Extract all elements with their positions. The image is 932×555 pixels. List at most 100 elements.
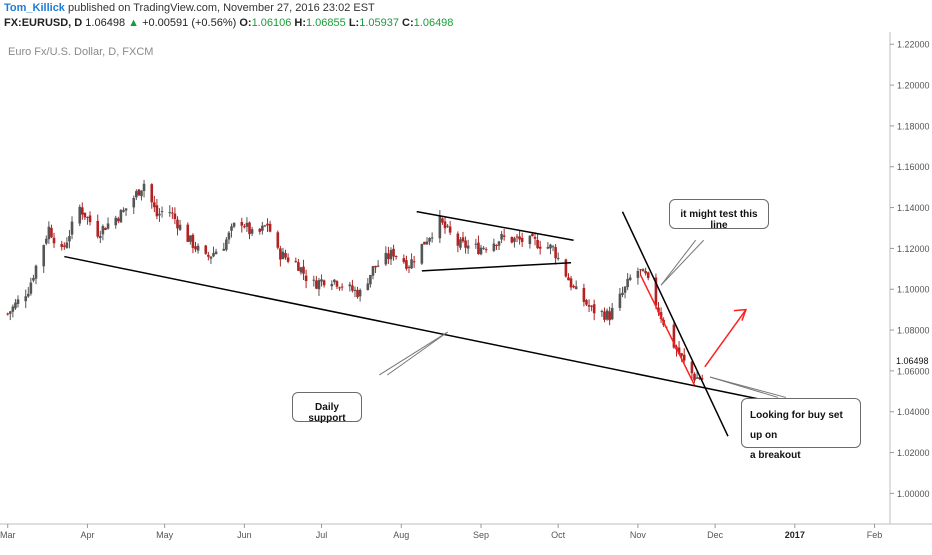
candle-body — [250, 229, 254, 234]
candle-body — [618, 293, 622, 308]
candle-body — [186, 224, 190, 242]
candle-body — [423, 241, 426, 245]
candle-body — [299, 267, 303, 273]
candle-body — [16, 299, 20, 305]
test-line-note[interactable]: it might test this line — [669, 199, 769, 231]
candle-body — [698, 377, 701, 380]
candle-body — [428, 237, 431, 242]
candle-body — [695, 377, 699, 379]
candle-body — [117, 218, 120, 222]
y-tick-label: 1.12000 — [897, 244, 930, 254]
candle-body — [513, 238, 516, 242]
candle-body — [639, 269, 642, 271]
high-label: H: — [294, 17, 306, 29]
candle-body — [348, 284, 352, 287]
candle-body — [284, 253, 287, 258]
high-value: 1.06855 — [306, 17, 346, 29]
candle-body — [261, 225, 264, 231]
candle-body — [528, 235, 532, 244]
daily-support-line — [64, 255, 762, 401]
chart-area[interactable]: 1.22000 1.20000 1.18000 1.16000 1.14000 1.120… — [0, 32, 932, 550]
candle-body — [410, 259, 413, 269]
candle-body — [536, 239, 539, 249]
candle-body — [312, 279, 316, 281]
change-up-icon: ▲ — [128, 17, 140, 29]
candle-body — [677, 347, 681, 355]
candle-body — [466, 245, 470, 249]
x-tick-label: Jul — [316, 530, 328, 540]
triangle-lower-line — [421, 261, 572, 272]
x-tick-label: Feb — [867, 530, 883, 540]
candle-body — [101, 226, 105, 235]
candle-body — [515, 236, 519, 238]
y-tick-label: 1.20000 — [897, 81, 930, 91]
candle-body — [590, 305, 593, 307]
candle-body — [389, 250, 393, 260]
candle-body — [70, 221, 74, 235]
candle-body — [155, 205, 159, 217]
candle-body — [546, 246, 550, 249]
low-value: 1.05937 — [359, 17, 399, 29]
candle-body — [441, 218, 444, 223]
x-tick-label: Sep — [473, 530, 489, 540]
symbol-label[interactable]: FX:EURUSD, D — [4, 17, 83, 29]
candle-body — [353, 289, 357, 291]
candle-body — [340, 286, 344, 288]
candle-body — [500, 234, 503, 240]
candle-body — [119, 210, 123, 223]
author-link[interactable]: Tom_Killick — [4, 2, 65, 14]
candle-body — [376, 265, 380, 267]
candle-body — [114, 217, 118, 226]
candlestick-chart[interactable]: 1.22000 1.20000 1.18000 1.16000 1.14000 1.120… — [0, 32, 932, 550]
falling-resistance-line — [621, 211, 729, 437]
candle-body — [569, 278, 573, 288]
candle-body — [392, 248, 395, 257]
candle-body — [680, 353, 683, 356]
candle-body — [171, 212, 174, 214]
candle-body — [32, 277, 35, 281]
candle-body — [672, 324, 676, 348]
candle-body — [459, 239, 462, 248]
candle-body — [657, 307, 660, 313]
candle-body — [358, 289, 362, 297]
candle-body — [207, 254, 210, 257]
candle-body — [263, 225, 267, 227]
candle-body — [479, 247, 483, 255]
candle-body — [369, 274, 372, 285]
candle-body — [222, 248, 226, 251]
candle-body — [137, 189, 141, 196]
candle-body — [430, 237, 434, 239]
candle-body — [230, 226, 233, 231]
candle-body — [564, 259, 568, 277]
candle-body — [245, 222, 249, 227]
candle-body — [477, 242, 480, 254]
candle-body — [168, 212, 172, 214]
candle-body — [276, 232, 280, 248]
buy-setup-note[interactable]: Looking for buy set up on a breakout — [741, 398, 861, 461]
candle-body — [212, 253, 215, 257]
candle-body — [26, 293, 30, 297]
candle-body — [124, 208, 128, 211]
open-value: 1.06106 — [251, 17, 292, 29]
candle-body — [626, 278, 629, 288]
candle-body — [366, 283, 370, 291]
candle-body — [106, 223, 110, 229]
y-tick-label: 1.14000 — [897, 203, 930, 213]
close-label: C: — [402, 17, 414, 29]
candle-body — [286, 257, 290, 262]
publish-line: Tom_Killick published on TradingView.com… — [4, 2, 375, 14]
candle-body — [68, 236, 71, 242]
candle-body — [176, 219, 179, 229]
candle-body — [600, 310, 604, 312]
candle-body — [99, 235, 102, 239]
candle-body — [150, 184, 154, 203]
candle-body — [96, 220, 100, 237]
candle-body — [196, 245, 200, 251]
x-tick-label: Aug — [393, 530, 409, 540]
candle-body — [646, 272, 650, 278]
x-tick-label: Nov — [630, 530, 647, 540]
projection-down-line — [639, 274, 696, 386]
candle-body — [160, 211, 164, 213]
daily-support-note[interactable]: Daily support — [292, 392, 362, 424]
candle-body — [302, 266, 305, 274]
